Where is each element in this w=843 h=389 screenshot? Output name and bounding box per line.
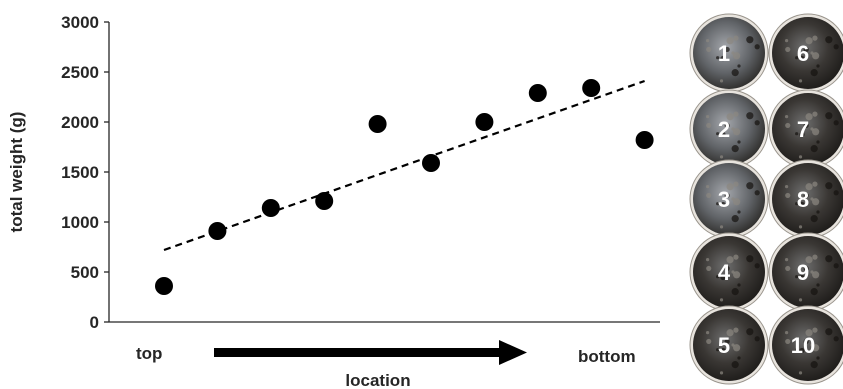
data-point [582, 79, 601, 97]
sample-dish-label: 5 [718, 333, 730, 358]
data-point [208, 222, 227, 240]
x-axis-title: location [345, 371, 410, 389]
sample-dish-2: 2 [689, 89, 769, 169]
sample-dish-1: 1 [689, 13, 769, 93]
y-tick-label: 0 [90, 313, 99, 332]
sample-dish-label: 1 [718, 41, 730, 66]
sample-images-panel: 1 2 3 4 5 6 7 8 9 10 [689, 13, 843, 385]
plot-area: 0 500 1000 1500 2000 2500 3000 total weight (g)… [7, 13, 660, 389]
y-tick-label: 3000 [61, 13, 99, 32]
sample-dish-label: 6 [797, 41, 809, 66]
sample-dish-label: 8 [797, 187, 809, 212]
sample-dish-7: 7 [768, 89, 843, 169]
sample-dish-label: 4 [718, 260, 731, 285]
y-axis-title: total weight (g) [7, 112, 26, 233]
sample-dish-label: 2 [718, 117, 730, 142]
sample-dish-6: 6 [768, 13, 843, 93]
y-tick-label: 2000 [61, 113, 99, 132]
data-point [528, 84, 547, 102]
sample-dish-label: 3 [718, 187, 730, 212]
sample-dish-5: 5 [689, 305, 769, 385]
data-point [422, 154, 440, 172]
direction-arrow-shaft [214, 348, 499, 357]
sample-dish-9: 9 [768, 232, 843, 312]
sample-dish-10: 10 [768, 305, 843, 385]
sample-dish-3: 3 [689, 159, 769, 239]
sample-dish-label: 9 [797, 260, 809, 285]
sample-dish-label: 10 [791, 333, 815, 358]
trendline [163, 79, 645, 252]
data-point [155, 277, 173, 295]
y-tick-label: 1500 [61, 163, 99, 182]
data-point [368, 115, 387, 133]
sample-dish-label: 7 [797, 117, 809, 142]
data-point [635, 131, 654, 149]
data-point [261, 199, 280, 217]
data-point [315, 192, 334, 210]
sample-dish-4: 4 [689, 232, 769, 312]
data-point [475, 113, 494, 131]
y-tick-label: 2500 [61, 63, 99, 82]
x-start-label: top [136, 344, 162, 363]
y-tick-label: 1000 [61, 213, 99, 232]
y-tick-label: 500 [71, 263, 99, 282]
direction-arrow-head [499, 340, 527, 365]
sample-dish-8: 8 [768, 159, 843, 239]
x-end-label: bottom [578, 347, 636, 366]
